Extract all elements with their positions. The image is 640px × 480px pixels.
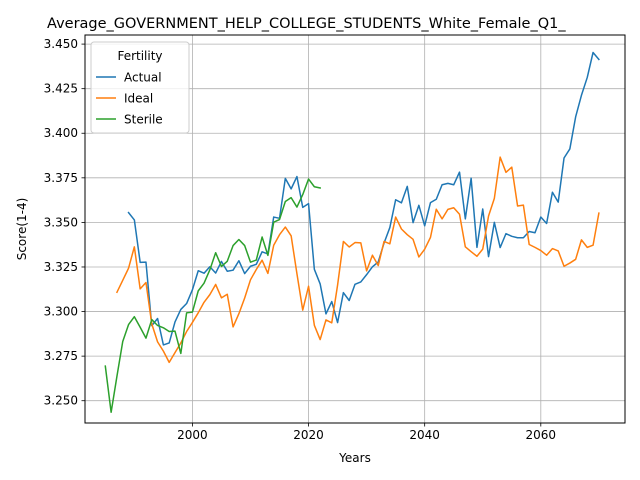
- y-tick-label: 3.400: [44, 126, 78, 140]
- series-line-ideal: [115, 156, 600, 364]
- axes-frame: [84, 34, 626, 424]
- legend: Fertility Actual Ideal Sterile: [90, 41, 190, 134]
- legend-entries: Actual Ideal Sterile: [96, 71, 163, 127]
- series-line-actual: [127, 51, 600, 346]
- y-tick-label: 3.375: [44, 171, 78, 185]
- y-axis-label: Score(1-4): [15, 198, 29, 261]
- y-tick-label: 3.250: [44, 394, 78, 408]
- legend-label-ideal: Ideal: [124, 92, 153, 106]
- y-tick-label: 3.325: [44, 260, 78, 274]
- legend-box: [90, 41, 190, 134]
- series-line-sterile: [104, 178, 322, 414]
- x-axis-label: Years: [338, 451, 371, 465]
- y-tick-label: 3.425: [44, 82, 78, 96]
- x-tick-label: 2040: [409, 428, 440, 442]
- y-tick-label: 3.350: [44, 215, 78, 229]
- y-tick-label: 3.450: [44, 37, 78, 51]
- x-tick-label: 2020: [293, 428, 324, 442]
- plot-series: [104, 51, 600, 414]
- x-tick-label: 2000: [177, 428, 208, 442]
- legend-title: Fertility: [117, 49, 162, 63]
- x-tick-label: 2060: [526, 428, 557, 442]
- legend-label-sterile: Sterile: [124, 113, 163, 127]
- y-axis-ticks: 3.250 3.275 3.300 3.325 3.350 3.375 3.400 3.425…: [44, 37, 85, 408]
- y-tick-label: 3.300: [44, 305, 78, 319]
- chart-title: Average_GOVERNMENT_HELP_COLLEGE_STUDENTS…: [47, 16, 566, 32]
- x-axis-ticks: 2000 2020 2040 2060: [177, 423, 556, 442]
- legend-label-actual: Actual: [124, 71, 162, 85]
- grid-lines: [85, 35, 625, 423]
- y-tick-label: 3.275: [44, 349, 78, 363]
